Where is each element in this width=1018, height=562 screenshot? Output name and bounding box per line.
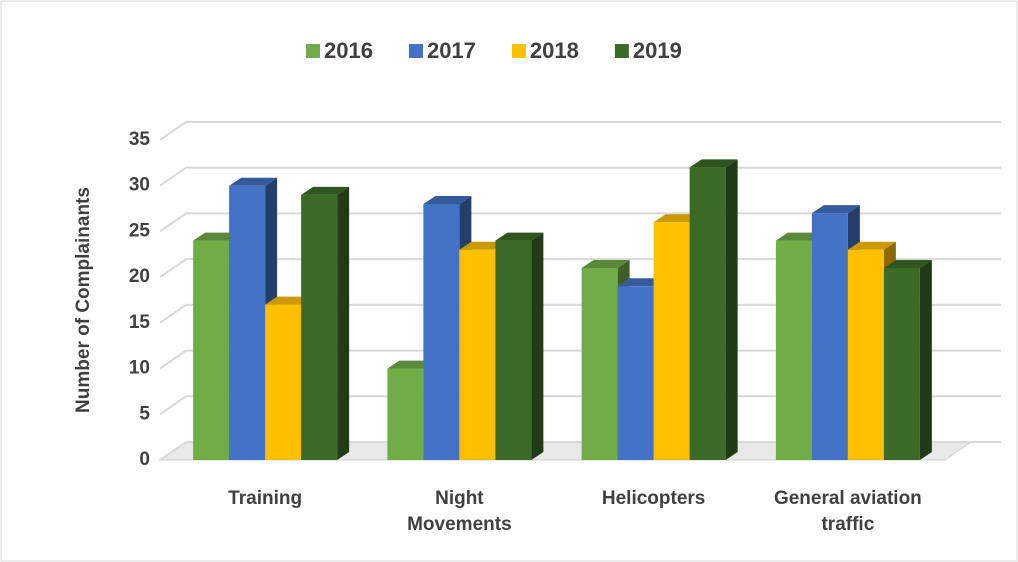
y-tick-label: 15 xyxy=(129,312,151,333)
legend-swatch xyxy=(511,44,526,58)
x-tick-label: General aviation traffic xyxy=(773,488,922,535)
bar-front xyxy=(811,213,848,460)
bar-top xyxy=(423,196,472,204)
y-tick-label: 35 xyxy=(129,129,151,150)
legend-swatch xyxy=(614,44,629,58)
y-tick-label: 20 xyxy=(129,266,150,287)
bar-front xyxy=(883,268,920,460)
bar-top xyxy=(883,260,932,268)
grid-line xyxy=(159,121,1001,141)
y-tick-label: 10 xyxy=(129,358,150,379)
y-tick-label: 0 xyxy=(139,449,150,470)
grid-line xyxy=(159,212,1001,233)
bar-side xyxy=(337,186,350,460)
x-tick-label: Night Movements xyxy=(407,488,512,535)
bar-top xyxy=(301,186,350,195)
legend-label: 2018 xyxy=(530,38,579,63)
bar-front xyxy=(581,268,618,460)
bar xyxy=(689,159,738,460)
x-tick-label: Training xyxy=(228,488,303,509)
bar xyxy=(495,232,544,460)
bar-front xyxy=(423,204,460,460)
bar-front xyxy=(229,185,266,460)
bar-top xyxy=(581,260,630,268)
bar xyxy=(301,186,350,460)
bar-top xyxy=(229,177,278,186)
bar-front xyxy=(617,286,654,460)
bar-front xyxy=(689,167,726,460)
x-tick-label: Helicopters xyxy=(601,488,706,509)
legend-swatch xyxy=(408,44,423,58)
y-tick-label: 25 xyxy=(129,220,151,241)
bar-front xyxy=(387,368,424,460)
bar-top xyxy=(811,205,860,214)
legend-label: 2016 xyxy=(324,38,373,63)
bar xyxy=(883,260,932,460)
bar-front xyxy=(847,249,884,460)
bar-side xyxy=(919,260,932,460)
grid-line xyxy=(159,166,1001,187)
y-tick-label: 5 xyxy=(139,403,150,424)
bar-front xyxy=(301,194,338,460)
bar-top xyxy=(495,232,544,241)
bar-front xyxy=(459,249,496,460)
bar-front xyxy=(265,304,302,460)
bar-front xyxy=(495,240,532,460)
bar-front xyxy=(653,222,690,460)
bar-top xyxy=(847,241,896,250)
bar-top xyxy=(689,159,738,168)
bar-front xyxy=(775,240,812,460)
bar-side xyxy=(531,232,544,460)
legend-swatch xyxy=(306,44,320,58)
y-tick-label: 30 xyxy=(129,175,150,196)
legend-label: 2019 xyxy=(633,38,682,63)
bar-front xyxy=(193,240,230,460)
legend-label: 2017 xyxy=(427,38,476,63)
bar-side xyxy=(725,159,738,460)
y-axis-label: Number of Complainants xyxy=(73,187,94,413)
